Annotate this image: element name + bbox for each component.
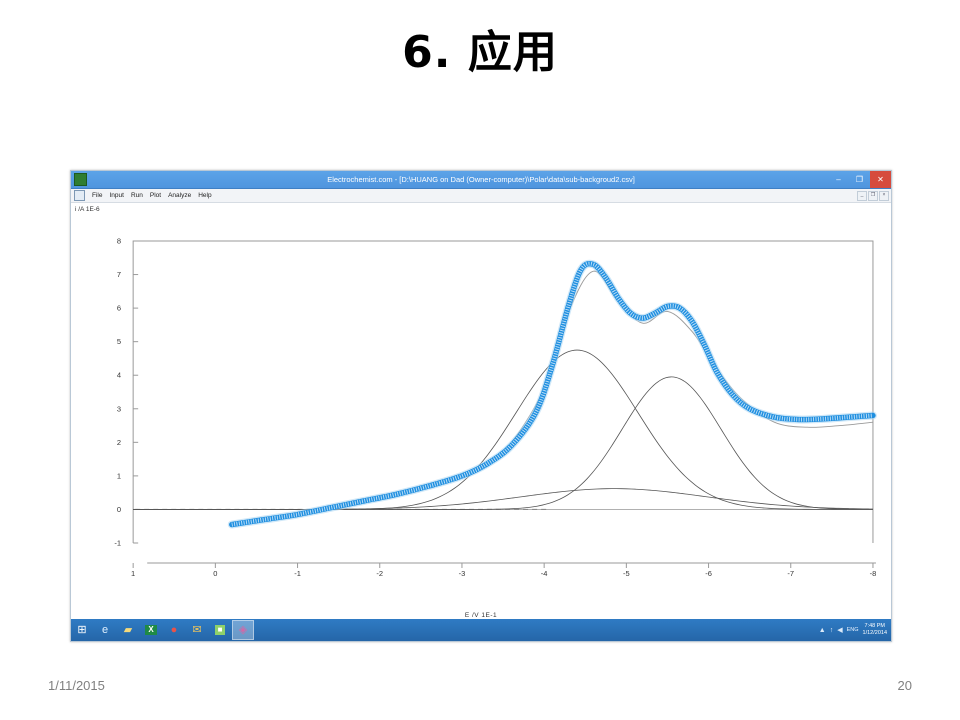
x-tick-label: -4 — [541, 569, 548, 578]
mdi-child-controls: _ ❐ × — [857, 190, 891, 201]
file-explorer-icon[interactable]: ▰ — [117, 620, 139, 640]
taskbar-icon-list: ⊞ e ▰ X ● ✉ ■ ◈ — [71, 619, 255, 641]
maximize-button[interactable]: ❐ — [855, 175, 864, 184]
x-tick-label: -6 — [705, 569, 712, 578]
show-hidden-icons-icon[interactable]: ▲ — [818, 626, 826, 634]
menu-item-file[interactable]: File — [92, 192, 103, 199]
clock-time: 7:48 PM — [864, 623, 885, 629]
windows-taskbar: ⊞ e ▰ X ● ✉ ■ ◈ ▲ ↑ ◀ ENG 7:48 PM 1/12/2014 — [71, 619, 891, 641]
menu-item-plot[interactable]: Plot — [149, 192, 162, 199]
x-tick-label: -1 — [294, 569, 301, 578]
measured-data-halo — [227, 259, 877, 529]
deconvoluted-peak-curve-1 — [133, 349, 873, 510]
x-tick-label: 0 — [213, 569, 217, 578]
y-tick-label: -1 — [114, 539, 121, 548]
mail-app-icon[interactable]: ✉ — [186, 620, 208, 640]
close-button[interactable]: ✕ — [870, 171, 891, 188]
window-titlebar: Electrochemist.com - [D:\HUANG on Dad (O… — [71, 171, 891, 189]
plot-frame — [132, 240, 874, 543]
y-axis-label: i /A 1E-6 — [75, 206, 100, 213]
internet-explorer-icon-glyph: e — [101, 623, 109, 636]
file-explorer-icon-glyph: ▰ — [123, 623, 133, 636]
start-button[interactable]: ⊞ — [71, 620, 93, 640]
mail-app-icon-glyph: ✉ — [192, 623, 202, 636]
window-controls: – ❐ ✕ — [828, 171, 891, 188]
mdi-minimize-button[interactable]: _ — [857, 190, 867, 201]
y-tick-label: 3 — [117, 404, 121, 413]
clock[interactable]: 7:48 PM 1/12/2014 — [863, 623, 887, 637]
slide-footer-date: 1/11/2015 — [48, 678, 105, 693]
language-indicator[interactable]: ENG — [846, 627, 859, 633]
minimize-button[interactable]: – — [836, 175, 841, 184]
window-title: Electrochemist.com - [D:\HUANG on Dad (O… — [327, 175, 635, 184]
y-tick-label: 5 — [117, 337, 121, 346]
menu-bar: File Input Run Plot Analyze Help _ ❐ × — [71, 189, 891, 203]
network-icon[interactable]: ↑ — [829, 626, 834, 634]
x-tick-label: -7 — [787, 569, 794, 578]
x-tick-label: -3 — [459, 569, 466, 578]
x-tick-label: 1 — [131, 569, 135, 578]
electrochemist-app-icon[interactable]: ◈ — [232, 620, 254, 640]
menu-item-help[interactable]: Help — [198, 192, 212, 199]
menu-item-run[interactable]: Run — [130, 192, 143, 199]
mdi-close-button[interactable]: × — [879, 190, 889, 201]
menu-item-analyze[interactable]: Analyze — [168, 192, 192, 199]
measured-data-markers — [231, 261, 874, 527]
notes-app-icon[interactable]: ■ — [209, 620, 231, 640]
deconvoluted-peak-curve-3 — [133, 488, 873, 510]
x-tick-label: -8 — [870, 569, 877, 578]
y-tick-label: 1 — [117, 471, 121, 480]
y-tick-label: 6 — [117, 304, 121, 313]
x-tick-label: -2 — [376, 569, 383, 578]
slide-page-number: 20 — [897, 678, 912, 693]
fit-envelope-curve — [461, 270, 874, 478]
volume-icon[interactable]: ◀ — [837, 626, 843, 634]
electrochemist-app-icon-glyph: ◈ — [238, 623, 248, 636]
mdi-restore-button[interactable]: ❐ — [868, 190, 878, 201]
polarogram-plot: 8 7 6 5 4 3 2 1 0 -1 1 0 -1 -2 -3 -4 -5 -6 -7 -8 — [114, 237, 877, 578]
measured-data-trace — [229, 260, 876, 528]
y-tick-label: 8 — [117, 237, 121, 246]
deconvoluted-peak-curve-2 — [133, 376, 873, 510]
application-window-screenshot: Electrochemist.com - [D:\HUANG on Dad (O… — [70, 170, 892, 642]
start-button-glyph: ⊞ — [77, 623, 87, 636]
excel-icon-glyph: X — [145, 625, 157, 635]
chrome-icon-glyph: ● — [170, 623, 178, 636]
chart-canvas: i /A 1E-6 8 7 6 5 4 3 2 1 0 -1 1 0 -1 -2 -3 -4 -5 -6 -7 -8 … — [71, 203, 891, 621]
page-title: 6. 应用 — [402, 27, 558, 78]
excel-icon[interactable]: X — [140, 620, 162, 640]
y-tick-label: 2 — [117, 438, 121, 447]
x-tick-label: -5 — [623, 569, 630, 578]
y-tick-label: 4 — [117, 371, 121, 380]
notes-app-icon-glyph: ■ — [214, 625, 226, 635]
system-tray: ▲ ↑ ◀ ENG 7:48 PM 1/12/2014 — [819, 623, 891, 637]
menu-item-input[interactable]: Input — [109, 192, 124, 199]
clock-date: 1/12/2014 — [862, 630, 887, 636]
internet-explorer-icon[interactable]: e — [94, 620, 116, 640]
document-icon — [74, 190, 85, 201]
chrome-icon[interactable]: ● — [163, 620, 185, 640]
x-axis-label: E /V 1E-1 — [464, 612, 498, 619]
y-tick-label: 0 — [117, 505, 121, 514]
app-icon — [74, 173, 87, 186]
y-tick-label: 7 — [117, 270, 121, 279]
